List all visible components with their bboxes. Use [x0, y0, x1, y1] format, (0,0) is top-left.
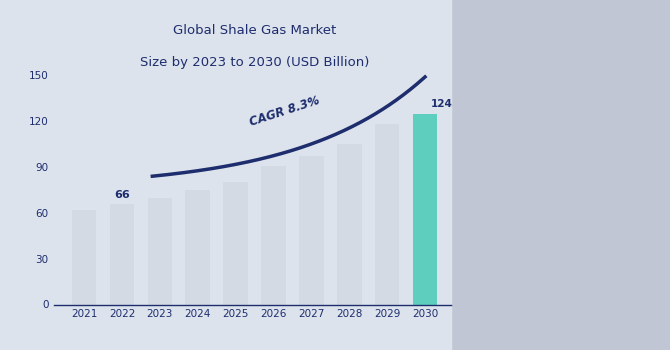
Text: Strategy & Stats: Strategy & Stats — [567, 279, 630, 288]
Bar — [375, 124, 399, 304]
Text: Size by 2023 to 2030 (USD Billion): Size by 2023 to 2030 (USD Billion) — [140, 56, 369, 69]
Text: CAGR 8.3%: CAGR 8.3% — [248, 94, 322, 129]
Text: CAGR: CAGR — [512, 130, 624, 164]
Text: 8.3%: 8.3% — [541, 186, 594, 206]
Text: source: www.snsinsider.com: source: www.snsinsider.com — [514, 321, 622, 330]
Bar — [72, 210, 96, 304]
Text: 66: 66 — [114, 190, 130, 200]
Bar — [413, 114, 438, 304]
Bar — [223, 182, 248, 304]
Bar — [299, 156, 324, 304]
Text: ♜: ♜ — [535, 267, 552, 286]
Bar — [261, 166, 286, 304]
Text: Global Shale Gas Market: Global Shale Gas Market — [173, 25, 336, 37]
Text: 124.9(BN): 124.9(BN) — [431, 99, 490, 109]
Text: SNS INSIDER: SNS INSIDER — [561, 263, 636, 273]
Bar — [110, 204, 135, 304]
Bar — [337, 144, 362, 304]
Bar — [186, 190, 210, 304]
Bar — [147, 198, 172, 304]
Text: MARKET SIZE: MARKET SIZE — [515, 88, 620, 102]
